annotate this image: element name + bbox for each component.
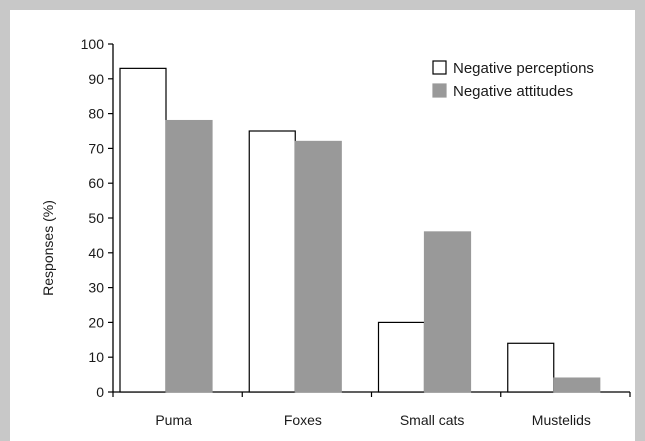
frame-top [0, 0, 645, 10]
y-tick-label: 40 [88, 245, 104, 261]
y-tick-label: 90 [88, 71, 104, 87]
bar-negative-perceptions [119, 67, 167, 393]
y-tick-label: 50 [88, 210, 104, 226]
bar-negative-perceptions [377, 321, 426, 393]
legend: Negative perceptions Negative attitudes [432, 60, 594, 100]
bar-negative-perceptions [248, 130, 296, 393]
bars [119, 67, 601, 393]
y-tick-label: 100 [81, 36, 105, 52]
x-category-label: Puma [155, 412, 192, 428]
bar-negative-attitudes [294, 140, 342, 393]
bar-negative-perceptions [507, 342, 555, 393]
legend-swatch [432, 83, 447, 98]
y-tick-label: 0 [96, 384, 104, 400]
bar-negative-attitudes [423, 231, 472, 393]
y-tick-label: 70 [88, 140, 104, 156]
x-category-label: Small cats [400, 412, 465, 428]
legend-label: Negative perceptions [453, 60, 594, 77]
frame-right [635, 0, 645, 441]
y-axis-title: Responses (%) [40, 200, 56, 296]
y-tick-label: 80 [88, 106, 104, 122]
legend-label: Negative attitudes [453, 83, 573, 100]
bar-negative-attitudes [165, 119, 213, 393]
bar-negative-attitudes [553, 377, 601, 393]
legend-swatch [432, 60, 447, 75]
x-category-label: Mustelids [532, 412, 591, 428]
y-tick-label: 60 [88, 175, 104, 191]
axes: 0 10 20 30 40 50 60 70 80 90 100 Puma Foxes Small cat… [81, 36, 631, 428]
x-category-label: Foxes [284, 412, 322, 428]
y-tick-label: 20 [88, 314, 104, 330]
y-tick-label: 30 [88, 280, 104, 296]
y-tick-label: 10 [88, 349, 104, 365]
frame-left [0, 0, 10, 441]
